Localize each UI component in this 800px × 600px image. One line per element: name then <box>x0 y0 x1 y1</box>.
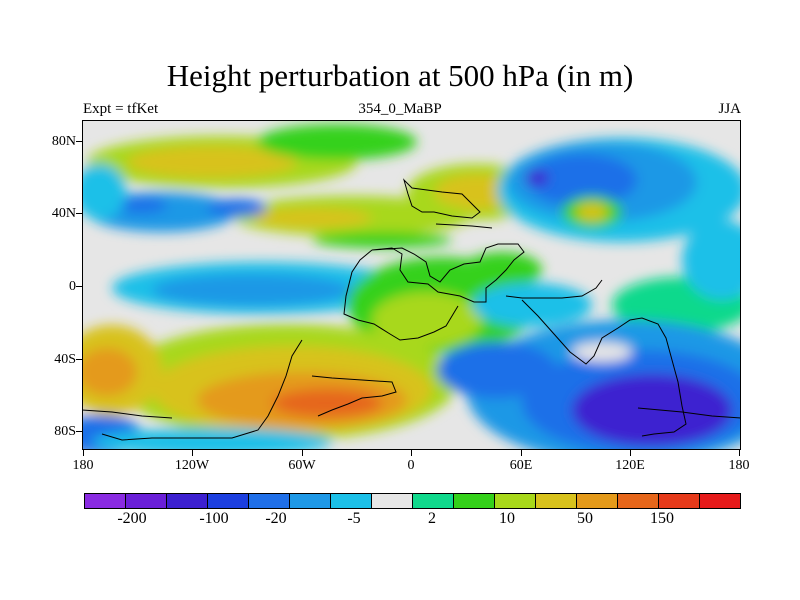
colorbar-label: -200 <box>117 510 147 527</box>
colorbar-box-14 <box>659 494 700 508</box>
lon-tick-label: 180 <box>72 458 94 473</box>
colorbar <box>84 493 741 509</box>
colorbar-box-5 <box>290 494 331 508</box>
colorbar-box-1 <box>126 494 167 508</box>
lon-tick-label: 180 <box>728 458 750 473</box>
colorbar-box-11 <box>536 494 577 508</box>
colorbar-box-13 <box>618 494 659 508</box>
colorbar-box-12 <box>577 494 618 508</box>
contour-map <box>82 120 741 450</box>
period-label: 354_0_MaBP <box>358 101 442 117</box>
colorbar-box-2 <box>167 494 208 508</box>
lon-tick-label: 120E <box>615 458 645 473</box>
colorbar-label: 150 <box>650 510 674 527</box>
lat-tick-label: 0 <box>69 279 76 294</box>
lat-tick-label: 80S <box>54 424 76 439</box>
colorbar-label: -20 <box>265 510 287 527</box>
map-title: Height perturbation at 500 hPa (in m) <box>166 58 634 93</box>
lon-tick-label: 120W <box>174 458 210 473</box>
lon-tick-label: 0 <box>407 458 415 473</box>
colorbar-box-10 <box>495 494 536 508</box>
colorbar-label: 50 <box>577 510 593 527</box>
colorbar-box-15 <box>700 494 740 508</box>
colorbar-box-9 <box>454 494 495 508</box>
colorbar-box-7 <box>372 494 413 508</box>
colorbar-box-4 <box>249 494 290 508</box>
colorbar-label: -5 <box>347 510 361 527</box>
lon-tick-label: 60E <box>509 458 533 473</box>
colorbar-box-8 <box>413 494 454 508</box>
colorbar-label: -100 <box>199 510 229 527</box>
colorbar-label: 10 <box>499 510 515 527</box>
colorbar-label: 2 <box>428 510 436 527</box>
colorbar-box-0 <box>85 494 126 508</box>
colorbar-box-3 <box>208 494 249 508</box>
season-label: JJA <box>718 101 741 117</box>
lat-tick-label: 80N <box>51 134 76 149</box>
lon-tick-label: 60W <box>288 458 316 473</box>
experiment-label: Expt = tfKet <box>83 101 159 117</box>
lat-tick-label: 40S <box>54 352 76 367</box>
lat-tick-label: 40N <box>51 206 76 221</box>
colorbar-box-6 <box>331 494 372 508</box>
